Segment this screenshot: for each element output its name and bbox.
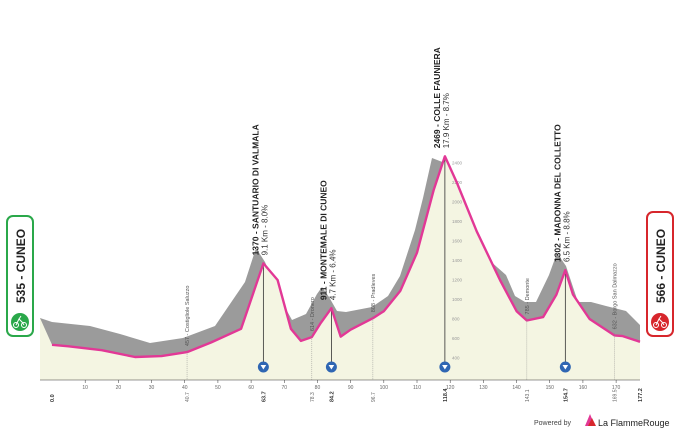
distance-tick-label: 50: [215, 385, 221, 391]
profile-area-fill: [40, 156, 640, 380]
distance-tick-label: 150: [546, 385, 555, 391]
climb-detail: 9.1 Km - 8.0%: [260, 205, 269, 256]
waypoint-label: 614 - Dronero: [310, 297, 316, 331]
waypoint-km-label: 96.7: [371, 392, 377, 402]
distance-tick-label: 70: [281, 385, 287, 391]
start-badge: 535 - CUNEO: [6, 215, 34, 337]
elevation-tick-label: 1600: [452, 239, 463, 244]
climb-stems: [262, 156, 566, 362]
distance-tick-label: 100: [380, 385, 389, 391]
distance-tick-label: 10: [82, 385, 88, 391]
waypoint-km-label: 40.7: [185, 392, 191, 402]
chevron-down-icon: [260, 365, 267, 370]
elevation-tick-label: 1000: [452, 297, 463, 302]
climb-detail: 6.5 Km - 8.8%: [562, 211, 571, 262]
distance-tick-label: 80: [315, 385, 321, 391]
cyclist-icon: [11, 313, 29, 331]
climb-title: 911 - MONTEMALE DI CUNEO: [318, 180, 328, 300]
elevation-tick-label: 600: [452, 336, 460, 341]
kom-markers: [257, 361, 571, 373]
waypoint-labels: 457 - Costigliole Saluzzo 614 - Dronero 80…: [185, 263, 618, 346]
road-line: [51, 155, 641, 359]
waypoint-km-label: 169.5: [612, 389, 618, 402]
cyclist-icon: [651, 313, 669, 331]
climb-labels: 1370 - SANTUARIO DI VALMALA 9.1 Km - 8.0%…: [250, 47, 571, 300]
elevation-tick-label: 1200: [452, 278, 463, 283]
climb-detail: 4.7 Km - 6.4%: [328, 249, 337, 300]
chevron-down-icon: [328, 365, 335, 370]
finish-badge: 566 - CUNEO: [646, 211, 674, 337]
elevation-tick-label: 2000: [452, 200, 463, 205]
distance-tick-label: 60: [248, 385, 254, 391]
waypoint-km-label: 143.1: [525, 389, 531, 402]
km-marker-label: 0.0: [50, 394, 56, 402]
flamme-rouge-logo: [585, 414, 596, 426]
finish-label: 566 - CUNEO: [654, 229, 668, 303]
elevation-tick-label: 2400: [452, 161, 463, 166]
distance-tick-label: 40: [182, 385, 188, 391]
powered-by-text: Powered by: [534, 420, 571, 427]
elevation-tick-label: 1800: [452, 219, 463, 224]
climb-km-label: 84.2: [329, 391, 335, 402]
elevation-tick-label: 800: [452, 317, 460, 322]
distance-tick-label: 110: [413, 385, 421, 391]
brand-name: La FlammeRouge: [598, 418, 670, 428]
waypoint-label: 808 - Pradleves: [371, 273, 377, 312]
start-label: 535 - CUNEO: [14, 229, 28, 303]
climb-detail: 17.9 Km - 8.7%: [442, 93, 451, 148]
climb-title: 2469 - COLLE FAUNIERA: [432, 47, 442, 148]
chevron-down-icon: [562, 365, 569, 370]
distance-tick-label: 140: [512, 385, 521, 391]
distance-ticks: 10 20 30 40 50 60 70 80 90 100 110 120 130 140 150 160 1…: [50, 380, 644, 402]
distance-tick-label: 130: [479, 385, 488, 391]
climb-km-label: 118.4: [443, 388, 449, 402]
waypoint-label: 785 - Demonte: [525, 278, 531, 314]
km-marker-label: 177.2: [638, 388, 644, 402]
elevation-tick-label: 1400: [452, 258, 463, 263]
elevation-tick-label: 400: [452, 356, 460, 361]
distance-tick-label: 160: [579, 385, 588, 391]
climb-km-label: 63.7: [261, 391, 267, 402]
distance-tick-label: 120: [446, 385, 455, 391]
distance-tick-label: 90: [348, 385, 354, 391]
distance-tick-label: 170: [612, 385, 621, 391]
chevron-down-icon: [442, 365, 448, 370]
waypoint-leaders: [186, 316, 615, 380]
climb-title: 1302 - MADONNA DEL COLLETTO: [552, 124, 562, 262]
waypoint-km-label: 78.3: [310, 392, 316, 402]
distance-tick-label: 30: [149, 385, 155, 391]
waypoint-label: 457 - Costigliole Saluzzo: [185, 286, 191, 347]
climb-km-label: 154.7: [563, 388, 569, 402]
waypoint-label: 632 - Borgo San Dalmazzo: [612, 263, 618, 329]
distance-tick-label: 20: [116, 385, 122, 391]
climb-title: 1370 - SANTUARIO DI VALMALA: [250, 124, 260, 255]
